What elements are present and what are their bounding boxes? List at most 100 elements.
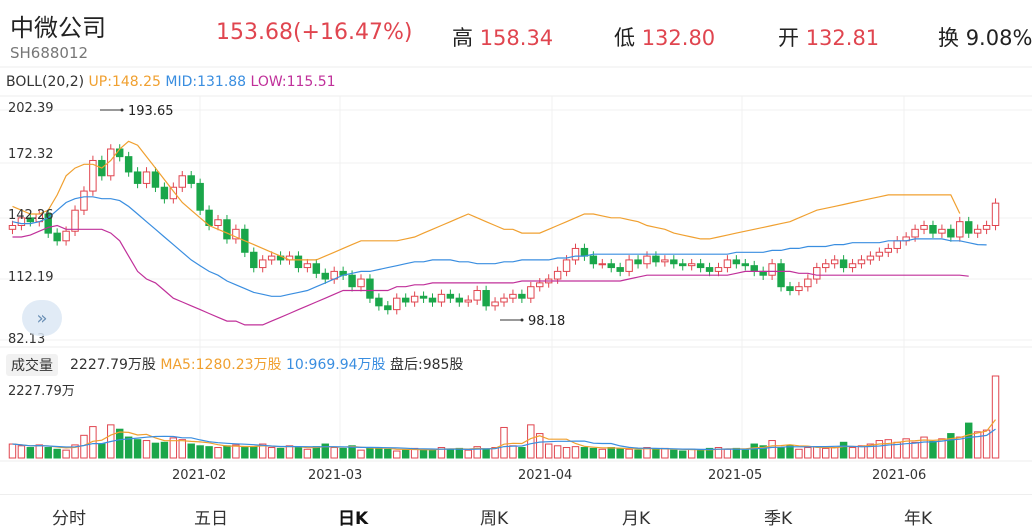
tab-yearly-k[interactable]: 年K xyxy=(904,509,933,529)
volume-bar xyxy=(839,441,848,459)
volume-bar xyxy=(142,440,151,459)
y-tick: 172.32 xyxy=(8,147,54,162)
candle xyxy=(991,202,1000,226)
candle xyxy=(705,267,714,272)
volume-bar xyxy=(473,446,481,459)
candle xyxy=(795,286,803,292)
volume-bar xyxy=(661,447,669,459)
volume-bar xyxy=(98,443,106,459)
volume-bar xyxy=(571,446,580,459)
candle xyxy=(393,297,401,311)
candle xyxy=(178,175,186,188)
volume-bar xyxy=(17,445,26,459)
volume-bar xyxy=(491,447,499,459)
volume-bar xyxy=(124,436,133,459)
candle xyxy=(687,263,696,267)
quote-header: 中微公司 SH688012 153.68(+16.47%) 高 158.34 低… xyxy=(0,0,1032,66)
volume-axis-top: 2227.79万 xyxy=(8,384,75,399)
tab-intraday[interactable]: 分时 xyxy=(52,509,86,529)
volume-bar xyxy=(714,447,723,459)
y-tick: 142.26 xyxy=(8,208,54,223)
candle xyxy=(62,230,70,242)
volume-bar xyxy=(214,447,222,459)
kline-chart[interactable]: 193.65 98.18 xyxy=(0,0,1032,494)
turnover-rate: 换 9.08% xyxy=(938,26,1032,50)
volume-bar xyxy=(330,447,338,459)
candle xyxy=(929,224,937,234)
boll-indicator-bar[interactable]: BOLL(20,2) UP:148.25 MID:131.88 LOW:115.… xyxy=(6,74,336,90)
volume-bar xyxy=(857,445,866,459)
candle xyxy=(527,286,535,299)
volume-bar xyxy=(670,449,678,459)
x-tick: 2021-02 xyxy=(172,468,227,483)
boll-lines xyxy=(12,140,987,326)
volume-values: 2227.79万股 MA5:1280.23万股 10:969.94万股 盘后:9… xyxy=(70,354,463,374)
volume-bar xyxy=(634,449,642,459)
volume-ma5-line xyxy=(12,419,996,451)
boll-low-line xyxy=(12,224,969,326)
volume-bar xyxy=(804,447,812,459)
tab-five-day[interactable]: 五日 xyxy=(194,509,228,529)
candle xyxy=(562,259,571,272)
candle xyxy=(696,263,705,269)
candle xyxy=(464,299,472,303)
volume-bar xyxy=(393,450,401,459)
volume-bar xyxy=(53,448,61,459)
volume-bar xyxy=(822,447,830,459)
candle xyxy=(44,213,52,234)
boll-mid: MID:131.88 xyxy=(165,74,247,90)
boll-label: BOLL(20,2) xyxy=(6,74,85,90)
volume-bar xyxy=(973,431,982,459)
candle xyxy=(455,297,464,303)
candle xyxy=(303,263,312,269)
volume-bar xyxy=(920,436,928,459)
volume-bar xyxy=(786,445,794,459)
candle xyxy=(822,263,830,269)
volume-bar xyxy=(813,446,821,459)
volume-bar xyxy=(911,441,919,459)
volume-bar xyxy=(446,448,455,459)
candle xyxy=(482,290,490,307)
period-tabs xyxy=(0,494,1032,529)
volume-bar xyxy=(732,447,741,459)
expand-button[interactable]: » xyxy=(22,300,62,336)
volume-ma5: MA5:1280.23万股 xyxy=(160,357,282,373)
volume-bar xyxy=(562,447,571,459)
volume-bar xyxy=(723,448,732,459)
volume-bar xyxy=(509,445,517,459)
volume-bar xyxy=(241,447,249,459)
candle xyxy=(580,247,589,257)
candle xyxy=(348,274,356,288)
candle xyxy=(947,228,955,238)
volume-bar xyxy=(580,447,589,459)
candle xyxy=(768,263,776,276)
volume-bar xyxy=(258,443,267,459)
candle xyxy=(223,219,231,240)
volume-bar xyxy=(26,447,35,459)
candle xyxy=(258,259,267,269)
volume-bar xyxy=(160,441,169,459)
candle xyxy=(26,217,35,223)
after-hours-volume: 盘后:985股 xyxy=(389,357,464,373)
candle xyxy=(956,221,964,238)
tab-weekly-k[interactable]: 周K xyxy=(480,509,509,529)
volume-bar xyxy=(544,443,553,459)
volume-bar xyxy=(527,424,535,459)
volume-tag[interactable]: 成交量 xyxy=(6,354,58,376)
candle xyxy=(830,259,839,265)
volume-bar xyxy=(267,447,276,459)
candle xyxy=(357,278,365,288)
volume-bar xyxy=(419,448,428,459)
tab-monthly-k[interactable]: 月K xyxy=(622,509,651,529)
tab-quarterly-k[interactable]: 季K xyxy=(764,509,793,529)
tab-daily-k[interactable]: 日K xyxy=(338,509,369,529)
candle xyxy=(250,251,258,269)
volume-bar xyxy=(965,422,973,459)
volume-bar xyxy=(741,449,750,459)
volume-bar xyxy=(929,440,937,459)
candle xyxy=(714,267,723,272)
candle xyxy=(875,251,884,257)
candle xyxy=(8,224,17,230)
x-tick: 2021-05 xyxy=(708,468,763,483)
volume-bar xyxy=(8,443,17,459)
